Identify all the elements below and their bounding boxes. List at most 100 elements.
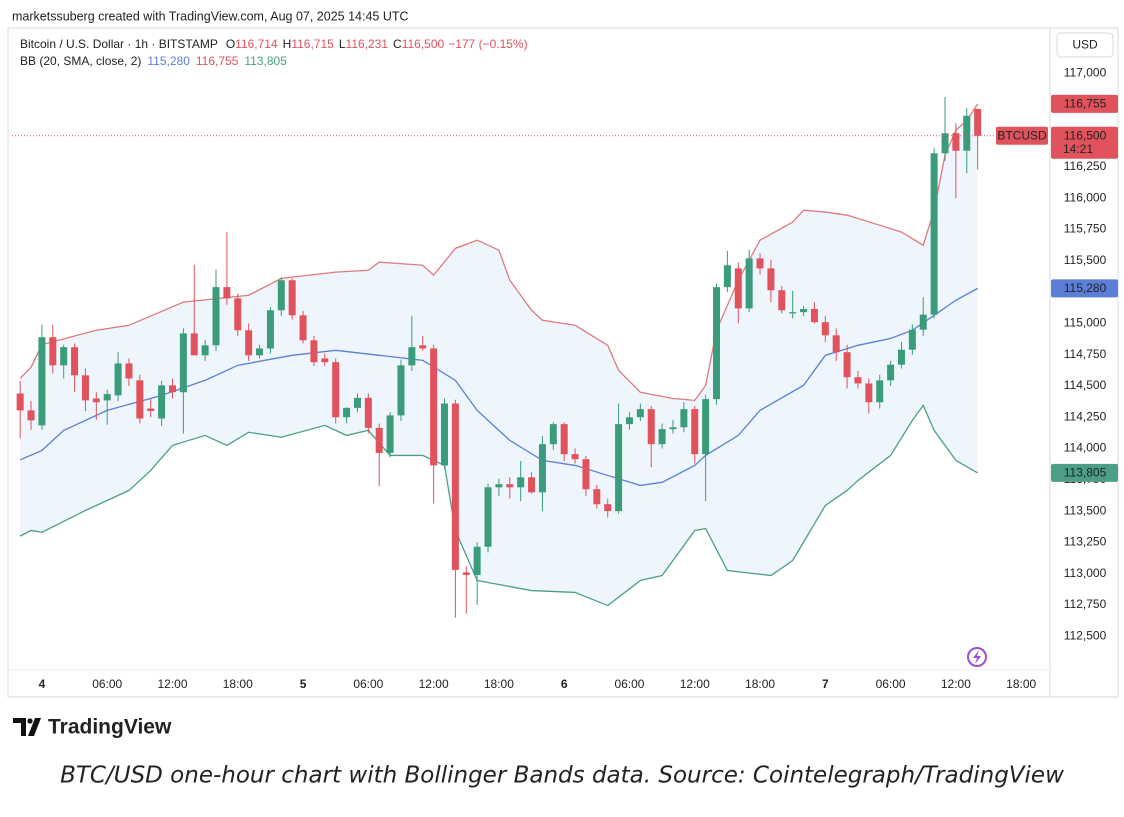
candle-body — [266, 310, 274, 349]
symbol-line: Bitcoin / U.S. Dollar · 1h · BITSTAMP O11… — [20, 37, 528, 51]
candle-body — [647, 409, 655, 445]
attribution: marketssuberg created with TradingView.c… — [12, 9, 409, 23]
bb-line — [19, 287, 978, 487]
candle-body — [767, 268, 775, 291]
candle-body — [919, 314, 927, 330]
x-tick-label: 12:00 — [157, 677, 187, 691]
candle-body — [669, 427, 677, 430]
candle-body — [158, 385, 166, 419]
frame — [7, 27, 1119, 698]
indicator-line: BB (20, SMA, close, 2) 115,280 116,755 113,… — [20, 54, 287, 68]
indicator: BB (20, SMA, close, 2) — [20, 54, 141, 68]
logo: TradingView — [13, 716, 172, 739]
candle-body — [386, 415, 394, 453]
candle-body — [364, 397, 372, 428]
candle-body — [506, 484, 514, 488]
candle-body — [201, 345, 209, 356]
candle-body — [625, 417, 633, 425]
candle-body — [136, 380, 144, 419]
candle-body — [299, 315, 307, 341]
y-tick-label: 115,000 — [1064, 316, 1107, 330]
band-fill — [20, 103, 978, 606]
lightning-icon — [967, 647, 987, 667]
candle-body — [495, 484, 503, 488]
candle-body — [16, 393, 24, 411]
candle-body — [125, 363, 133, 379]
candle-body — [408, 347, 416, 366]
candle-body — [723, 265, 731, 288]
candle-body — [658, 429, 666, 445]
y-tick-label: 114,000 — [1064, 441, 1107, 455]
candle-body — [549, 424, 557, 445]
candle-body — [887, 364, 895, 381]
candle-body — [636, 409, 644, 418]
candle-body — [245, 330, 253, 356]
y-tick-label: 113,500 — [1064, 503, 1107, 517]
candle-body — [800, 309, 808, 313]
candle-body — [789, 312, 797, 314]
candle-body — [71, 347, 79, 376]
candle-body — [321, 358, 329, 363]
candle-body — [745, 258, 753, 309]
x-tick-label: 06:00 — [353, 677, 383, 691]
candle-body — [778, 290, 786, 311]
x-tick-label: 06:00 — [614, 677, 644, 691]
currency-box — [1056, 32, 1114, 58]
x-tick-label: 12:00 — [680, 677, 710, 691]
candle-body — [484, 487, 492, 547]
candle-body — [81, 375, 89, 401]
candle-body — [441, 403, 448, 466]
change: −177 (−0.15%) — [448, 37, 527, 51]
y-tick-label: 114,500 — [1064, 378, 1107, 392]
y-tick-label: 113,250 — [1064, 535, 1107, 549]
x-tick-label: 18:00 — [484, 677, 514, 691]
candle-body — [571, 454, 579, 460]
ohlc-value: 116,714 — [235, 37, 278, 51]
y-tick-label: 112,750 — [1064, 597, 1107, 611]
candle-body — [876, 380, 884, 403]
candle-body — [223, 287, 231, 299]
candle-body — [582, 459, 590, 490]
x-tick-label: 06:00 — [92, 677, 122, 691]
currency: USD — [1072, 38, 1098, 52]
candle-body — [832, 335, 840, 353]
price-label: 116,755 — [1064, 96, 1107, 110]
last-price-label: 116,500 — [1064, 128, 1107, 142]
candle-body — [419, 345, 427, 349]
y-tick-label: 115,750 — [1064, 222, 1107, 236]
candle-body — [908, 329, 916, 350]
candle-body — [114, 363, 122, 396]
price-label-box — [1051, 279, 1118, 298]
candle-body — [615, 424, 623, 512]
candle-body — [103, 394, 111, 401]
x-tick-label: 4 — [39, 677, 46, 691]
candle-body — [821, 322, 829, 336]
x-tick-label: 18:00 — [1006, 677, 1036, 691]
candle-body — [560, 424, 568, 455]
candle-body — [353, 397, 361, 408]
candle-body — [897, 349, 905, 365]
candle-body — [277, 280, 285, 311]
y-tick-label: 114,250 — [1064, 409, 1107, 423]
y-tick-label: 113,000 — [1064, 566, 1107, 580]
x-tick-label: 12:00 — [941, 677, 971, 691]
ohlc-key: C — [393, 37, 402, 51]
indicator-lower: 113,805 — [244, 54, 287, 68]
y-tick-label: 112,500 — [1064, 628, 1107, 642]
indicator-basis: 115,280 — [147, 54, 190, 68]
candle-body — [604, 504, 612, 512]
candle-body — [310, 340, 318, 363]
candle-body — [168, 385, 176, 393]
price-label-box — [1051, 94, 1118, 113]
candle-body — [179, 333, 187, 393]
candle-body — [375, 427, 383, 453]
candle-body — [234, 298, 242, 331]
ohlc-value: 116,500 — [402, 37, 445, 51]
candle-body — [734, 268, 742, 309]
ohlc-key: H — [283, 37, 292, 51]
candle-body — [27, 410, 35, 421]
candle-body — [691, 409, 699, 455]
price-label: 113,805 — [1064, 466, 1107, 480]
ohlc-key: O — [226, 37, 235, 51]
candle-body — [952, 133, 960, 151]
